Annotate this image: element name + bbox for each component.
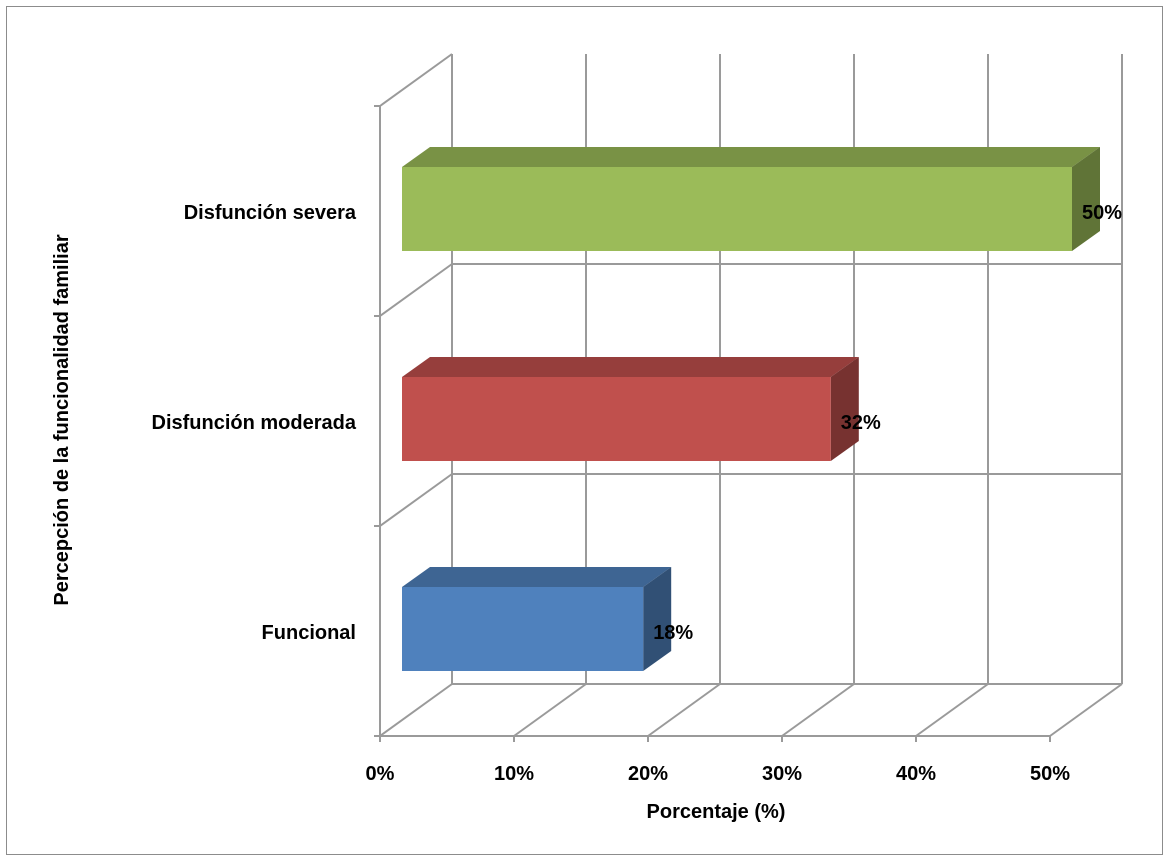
bar-side-face: [830, 357, 859, 461]
bar-top-face: [402, 357, 859, 377]
chart-bars: [402, 147, 1100, 671]
category-label: Disfunción severa: [184, 202, 357, 224]
category-label: Disfunción moderada: [152, 412, 357, 434]
floor-gridline: [379, 683, 453, 737]
data-label: 18%: [653, 622, 693, 644]
side-wall-gridline: [379, 53, 453, 107]
x-tick-label: 50%: [1030, 763, 1070, 785]
bar-top-face: [402, 147, 1100, 167]
x-tick-label: 10%: [494, 763, 534, 785]
bar-front-face: [402, 377, 831, 461]
data-label: 32%: [841, 412, 881, 434]
floor-gridline: [1049, 683, 1123, 737]
floor-gridline: [647, 683, 721, 737]
bar-top-face: [402, 567, 672, 587]
floor-gridline: [915, 683, 989, 737]
bar-side-face: [643, 567, 672, 671]
side-wall-gridline: [379, 263, 453, 317]
floor-gridline: [513, 683, 587, 737]
floor-gridline: [781, 683, 855, 737]
x-tick-label: 20%: [628, 763, 668, 785]
x-axis-title: Porcentaje (%): [647, 801, 786, 823]
bar-side-face: [1072, 147, 1100, 251]
side-wall-gridline: [379, 473, 453, 527]
x-tick-label: 30%: [762, 763, 802, 785]
data-label: 50%: [1082, 202, 1122, 224]
x-tick-label: 40%: [896, 763, 936, 785]
bar-3: [402, 147, 1100, 251]
bar-front-face: [402, 587, 644, 671]
bar-2: [402, 357, 859, 461]
chart-labels: 0% 10% 20% 30% 40% 50% 18% Funcional 32% Disfunci…: [152, 202, 1123, 785]
bar-front-face: [402, 167, 1072, 251]
x-tick-label: 0%: [366, 763, 395, 785]
bar-1: [402, 567, 672, 671]
y-axis-title: Percepción de la funcionalidad familiar: [51, 234, 73, 605]
category-label: Funcional: [262, 622, 356, 644]
